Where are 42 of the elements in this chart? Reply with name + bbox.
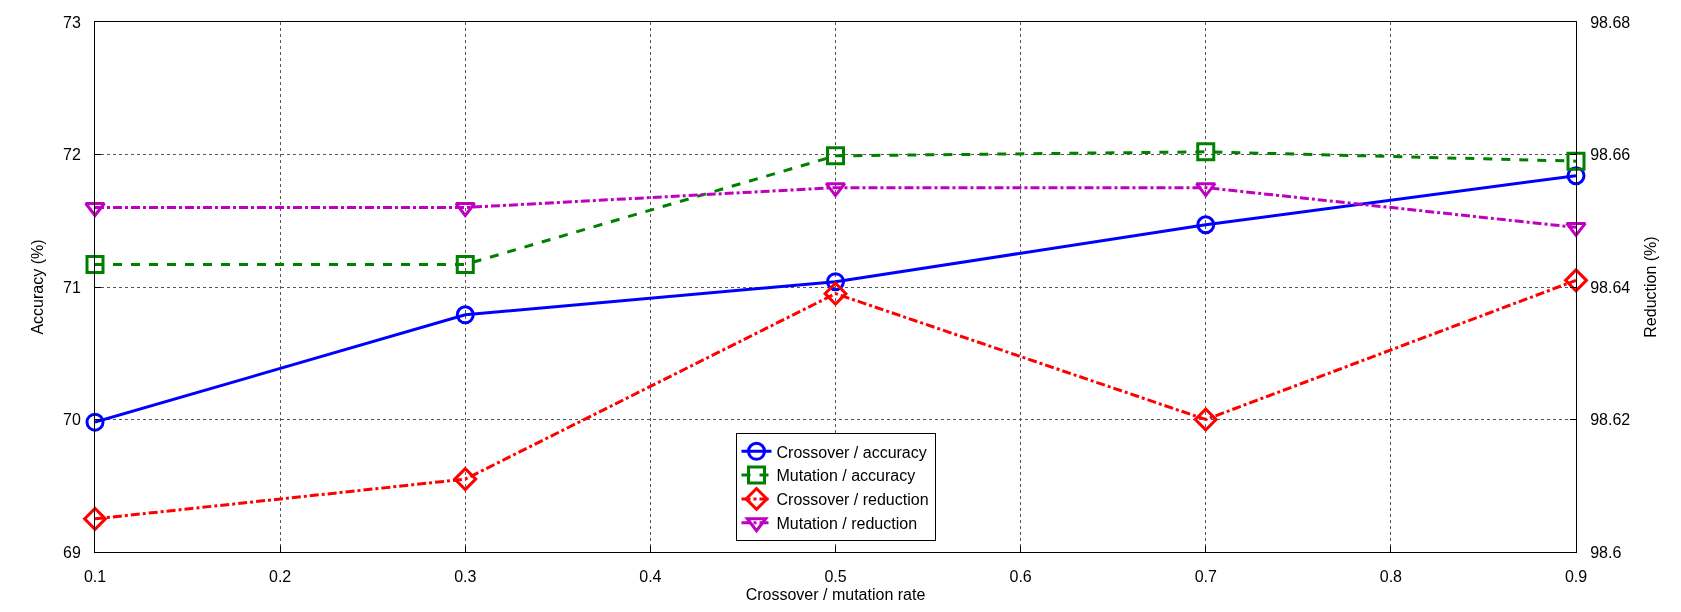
point xyxy=(455,254,475,274)
x-tick-label: 0.3 xyxy=(454,568,477,586)
x-tick-label: 0.6 xyxy=(1009,568,1032,586)
point xyxy=(453,467,478,492)
point xyxy=(1195,182,1217,198)
x-tick-label: 0.2 xyxy=(269,568,292,586)
x-tick-label: 0.8 xyxy=(1379,568,1403,586)
point xyxy=(1196,142,1216,162)
legend-label: Crossover / reduction xyxy=(776,491,929,509)
point xyxy=(85,254,105,274)
y2-tick-label: 98.66 xyxy=(1590,146,1631,164)
point xyxy=(823,281,848,306)
point xyxy=(1565,221,1587,237)
y-tick-label: 69 xyxy=(63,543,81,561)
y-tick-label: 73 xyxy=(63,13,81,31)
x-tick-label: 0.9 xyxy=(1564,568,1588,586)
y2-tick-label: 98.64 xyxy=(1590,278,1631,296)
point xyxy=(83,506,107,531)
legend-label: Crossover / accuracy xyxy=(776,443,927,461)
y2-axis-title: Reduction (%) xyxy=(1642,236,1660,338)
y-tick-label: 71 xyxy=(63,278,81,296)
x-tick-label: 0.4 xyxy=(639,568,662,586)
point xyxy=(1566,151,1586,171)
point xyxy=(1193,407,1218,432)
x-tick-label: 0.1 xyxy=(83,568,107,586)
point xyxy=(455,305,475,325)
point xyxy=(826,272,845,292)
point xyxy=(85,412,105,432)
point xyxy=(826,146,845,166)
x-axis-title: Crossover / mutation rate xyxy=(745,585,926,603)
point xyxy=(1564,268,1588,293)
y2-tick-label: 98.62 xyxy=(1590,411,1631,429)
y-tick-label: 72 xyxy=(63,146,81,164)
y-axis-title: Accuracy (%) xyxy=(28,239,46,335)
x-tick-label: 0.7 xyxy=(1194,568,1217,586)
legend-label: Mutation / accuracy xyxy=(776,467,916,485)
y2-tick-label: 98.6 xyxy=(1590,543,1622,561)
point xyxy=(1196,215,1216,235)
legend-label: Mutation / reduction xyxy=(776,514,918,532)
y-tick-label: 70 xyxy=(63,411,81,429)
y2-tick-label: 98.68 xyxy=(1590,13,1631,31)
x-tick-label: 0.5 xyxy=(824,568,847,586)
